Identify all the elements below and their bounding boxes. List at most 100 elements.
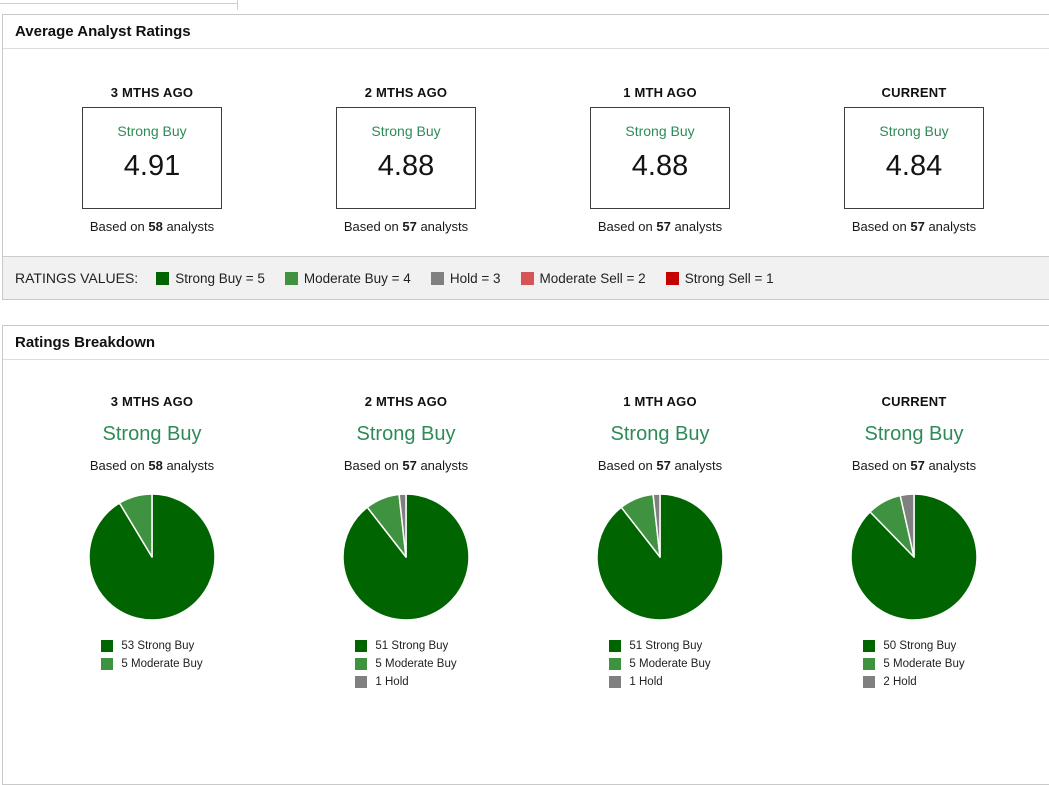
pie-chart (25, 491, 279, 623)
pie-slice (652, 493, 661, 558)
rating-text: Strong Buy (371, 123, 441, 139)
based-on-suffix: analysts (670, 219, 723, 234)
pie-chart-svg (596, 493, 724, 621)
pie-legend-item: 5 Moderate Buy (355, 658, 457, 670)
based-on-prefix: Based on (89, 219, 149, 234)
based-on-suffix: analysts (924, 219, 977, 234)
pie-legend-label: 51 Strong Buy (375, 640, 449, 652)
pie-legend-label: 5 Moderate Buy (121, 658, 203, 670)
pie-legend: 51 Strong Buy 5 Moderate Buy 1 Hold (355, 640, 457, 694)
overall-rating-text: Strong Buy (610, 423, 710, 445)
pie-legend: 53 Strong Buy 5 Moderate Buy (101, 640, 203, 676)
legend-item-label: Hold = 3 (449, 270, 501, 286)
rating-text: Strong Buy (879, 123, 949, 139)
ratings-value-item: Hold = 3 (430, 270, 501, 286)
legend-color-swatch (284, 271, 298, 285)
based-on-suffix: analysts (416, 458, 469, 473)
analyst-count: 57 (910, 219, 925, 234)
based-on-suffix: analysts (670, 458, 723, 473)
pie-chart-svg (342, 493, 470, 621)
overall-rating-text: Strong Buy (356, 423, 456, 445)
pie-legend-label: 5 Moderate Buy (883, 658, 965, 670)
legend-color-swatch (101, 658, 114, 670)
pie-legend-label: 51 Strong Buy (629, 640, 703, 652)
rating-value: 4.88 (631, 150, 689, 182)
breakdown-period-column: 1 MTH AGO Strong Buy Based on 57 analysts 5… (533, 394, 787, 694)
legend-item-label: Strong Sell = 1 (684, 270, 774, 286)
rating-period-column: 3 MTHS AGO Strong Buy 4.91 Based on 58 anal… (25, 85, 279, 236)
based-on-text: Based on 58 analysts (25, 458, 279, 475)
top-edge-artifact-line (0, 3, 238, 4)
breakdown-columns: 3 MTHS AGO Strong Buy Based on 58 analysts… (3, 360, 1049, 694)
pie-legend-label: 53 Strong Buy (121, 640, 195, 652)
top-edge-artifact-corner (237, 0, 238, 10)
legend-color-swatch (863, 676, 876, 688)
pie-legend-label: 5 Moderate Buy (375, 658, 457, 670)
rating-value: 4.84 (885, 150, 943, 182)
based-on-prefix: Based on (89, 458, 149, 473)
legend-item-label: Moderate Buy = 4 (303, 270, 411, 286)
based-on-prefix: Based on (343, 219, 403, 234)
pie-slice (118, 493, 153, 558)
period-label: CURRENT (881, 394, 947, 409)
legend-item-label: Strong Buy = 5 (175, 270, 265, 286)
overall-rating-text: Strong Buy (864, 423, 964, 445)
pie-legend-label: 5 Moderate Buy (629, 658, 711, 670)
period-label: CURRENT (881, 85, 947, 100)
analyst-count: 58 (148, 219, 163, 234)
based-on-suffix: analysts (924, 458, 977, 473)
period-label: 3 MTHS AGO (110, 394, 194, 409)
average-rating-box: Strong Buy 4.88 (590, 107, 730, 209)
analyst-count: 57 (656, 458, 671, 473)
legend-color-swatch (355, 676, 368, 688)
analyst-count: 57 (402, 219, 417, 234)
based-on-prefix: Based on (597, 219, 657, 234)
average-rating-box: Strong Buy 4.91 (82, 107, 222, 209)
average-rating-box: Strong Buy 4.88 (336, 107, 476, 209)
pie-legend-item: 1 Hold (355, 676, 456, 688)
pie-legend-item: 51 Strong Buy (609, 640, 710, 652)
legend-color-swatch (609, 676, 622, 688)
period-label: 1 MTH AGO (623, 394, 697, 409)
based-on-suffix: analysts (416, 219, 469, 234)
average-analyst-ratings-panel: Average Analyst Ratings 3 MTHS AGO Strong… (2, 14, 1049, 300)
pie-legend-item: 53 Strong Buy (101, 640, 202, 652)
legend-item-label: Moderate Sell = 2 (539, 270, 646, 286)
legend-color-swatch (355, 640, 368, 652)
period-label: 3 MTHS AGO (110, 85, 194, 100)
based-on-prefix: Based on (851, 458, 911, 473)
rating-period-column: 1 MTH AGO Strong Buy 4.88 Based on 57 analy… (533, 85, 787, 236)
pie-legend-label: 1 Hold (629, 676, 663, 688)
pie-legend: 50 Strong Buy 5 Moderate Buy 2 Hold (863, 640, 965, 694)
ratings-values-bar: RATINGS VALUES: Strong Buy = 5 Moderate B… (3, 256, 1049, 299)
rating-text: Strong Buy (625, 123, 695, 139)
ratings-values-items: Strong Buy = 5 Moderate Buy = 4 Hold = 3 Mo… (156, 270, 774, 286)
legend-color-swatch (609, 658, 622, 670)
pie-chart-svg (850, 493, 978, 621)
legend-color-swatch (101, 640, 114, 652)
rating-text: Strong Buy (117, 123, 187, 139)
legend-color-swatch (609, 640, 622, 652)
rating-period-column: 2 MTHS AGO Strong Buy 4.88 Based on 57 anal… (279, 85, 533, 236)
average-ratings-columns: 3 MTHS AGO Strong Buy 4.91 Based on 58 anal… (3, 49, 1049, 256)
pie-slice (899, 493, 915, 558)
pie-slice (398, 493, 407, 558)
period-label: 2 MTHS AGO (364, 85, 448, 100)
ratings-value-item: Moderate Buy = 4 (284, 270, 411, 286)
panel-title: Average Analyst Ratings (3, 15, 1049, 49)
breakdown-period-column: 2 MTHS AGO Strong Buy Based on 57 analysts… (279, 394, 533, 694)
overall-rating-text: Strong Buy (102, 423, 202, 445)
pie-chart (279, 491, 533, 623)
based-on-text: Based on 57 analysts (787, 458, 1041, 475)
ratings-value-item: Strong Sell = 1 (665, 270, 774, 286)
rating-value: 4.91 (123, 150, 181, 182)
analyst-count: 57 (910, 458, 925, 473)
based-on-text: Based on 57 analysts (279, 219, 533, 236)
legend-color-swatch (430, 271, 444, 285)
period-label: 2 MTHS AGO (364, 394, 448, 409)
ratings-values-label: RATINGS VALUES: (15, 270, 139, 286)
analyst-count: 57 (656, 219, 671, 234)
pie-legend-item: 50 Strong Buy (863, 640, 964, 652)
based-on-text: Based on 57 analysts (787, 219, 1041, 236)
